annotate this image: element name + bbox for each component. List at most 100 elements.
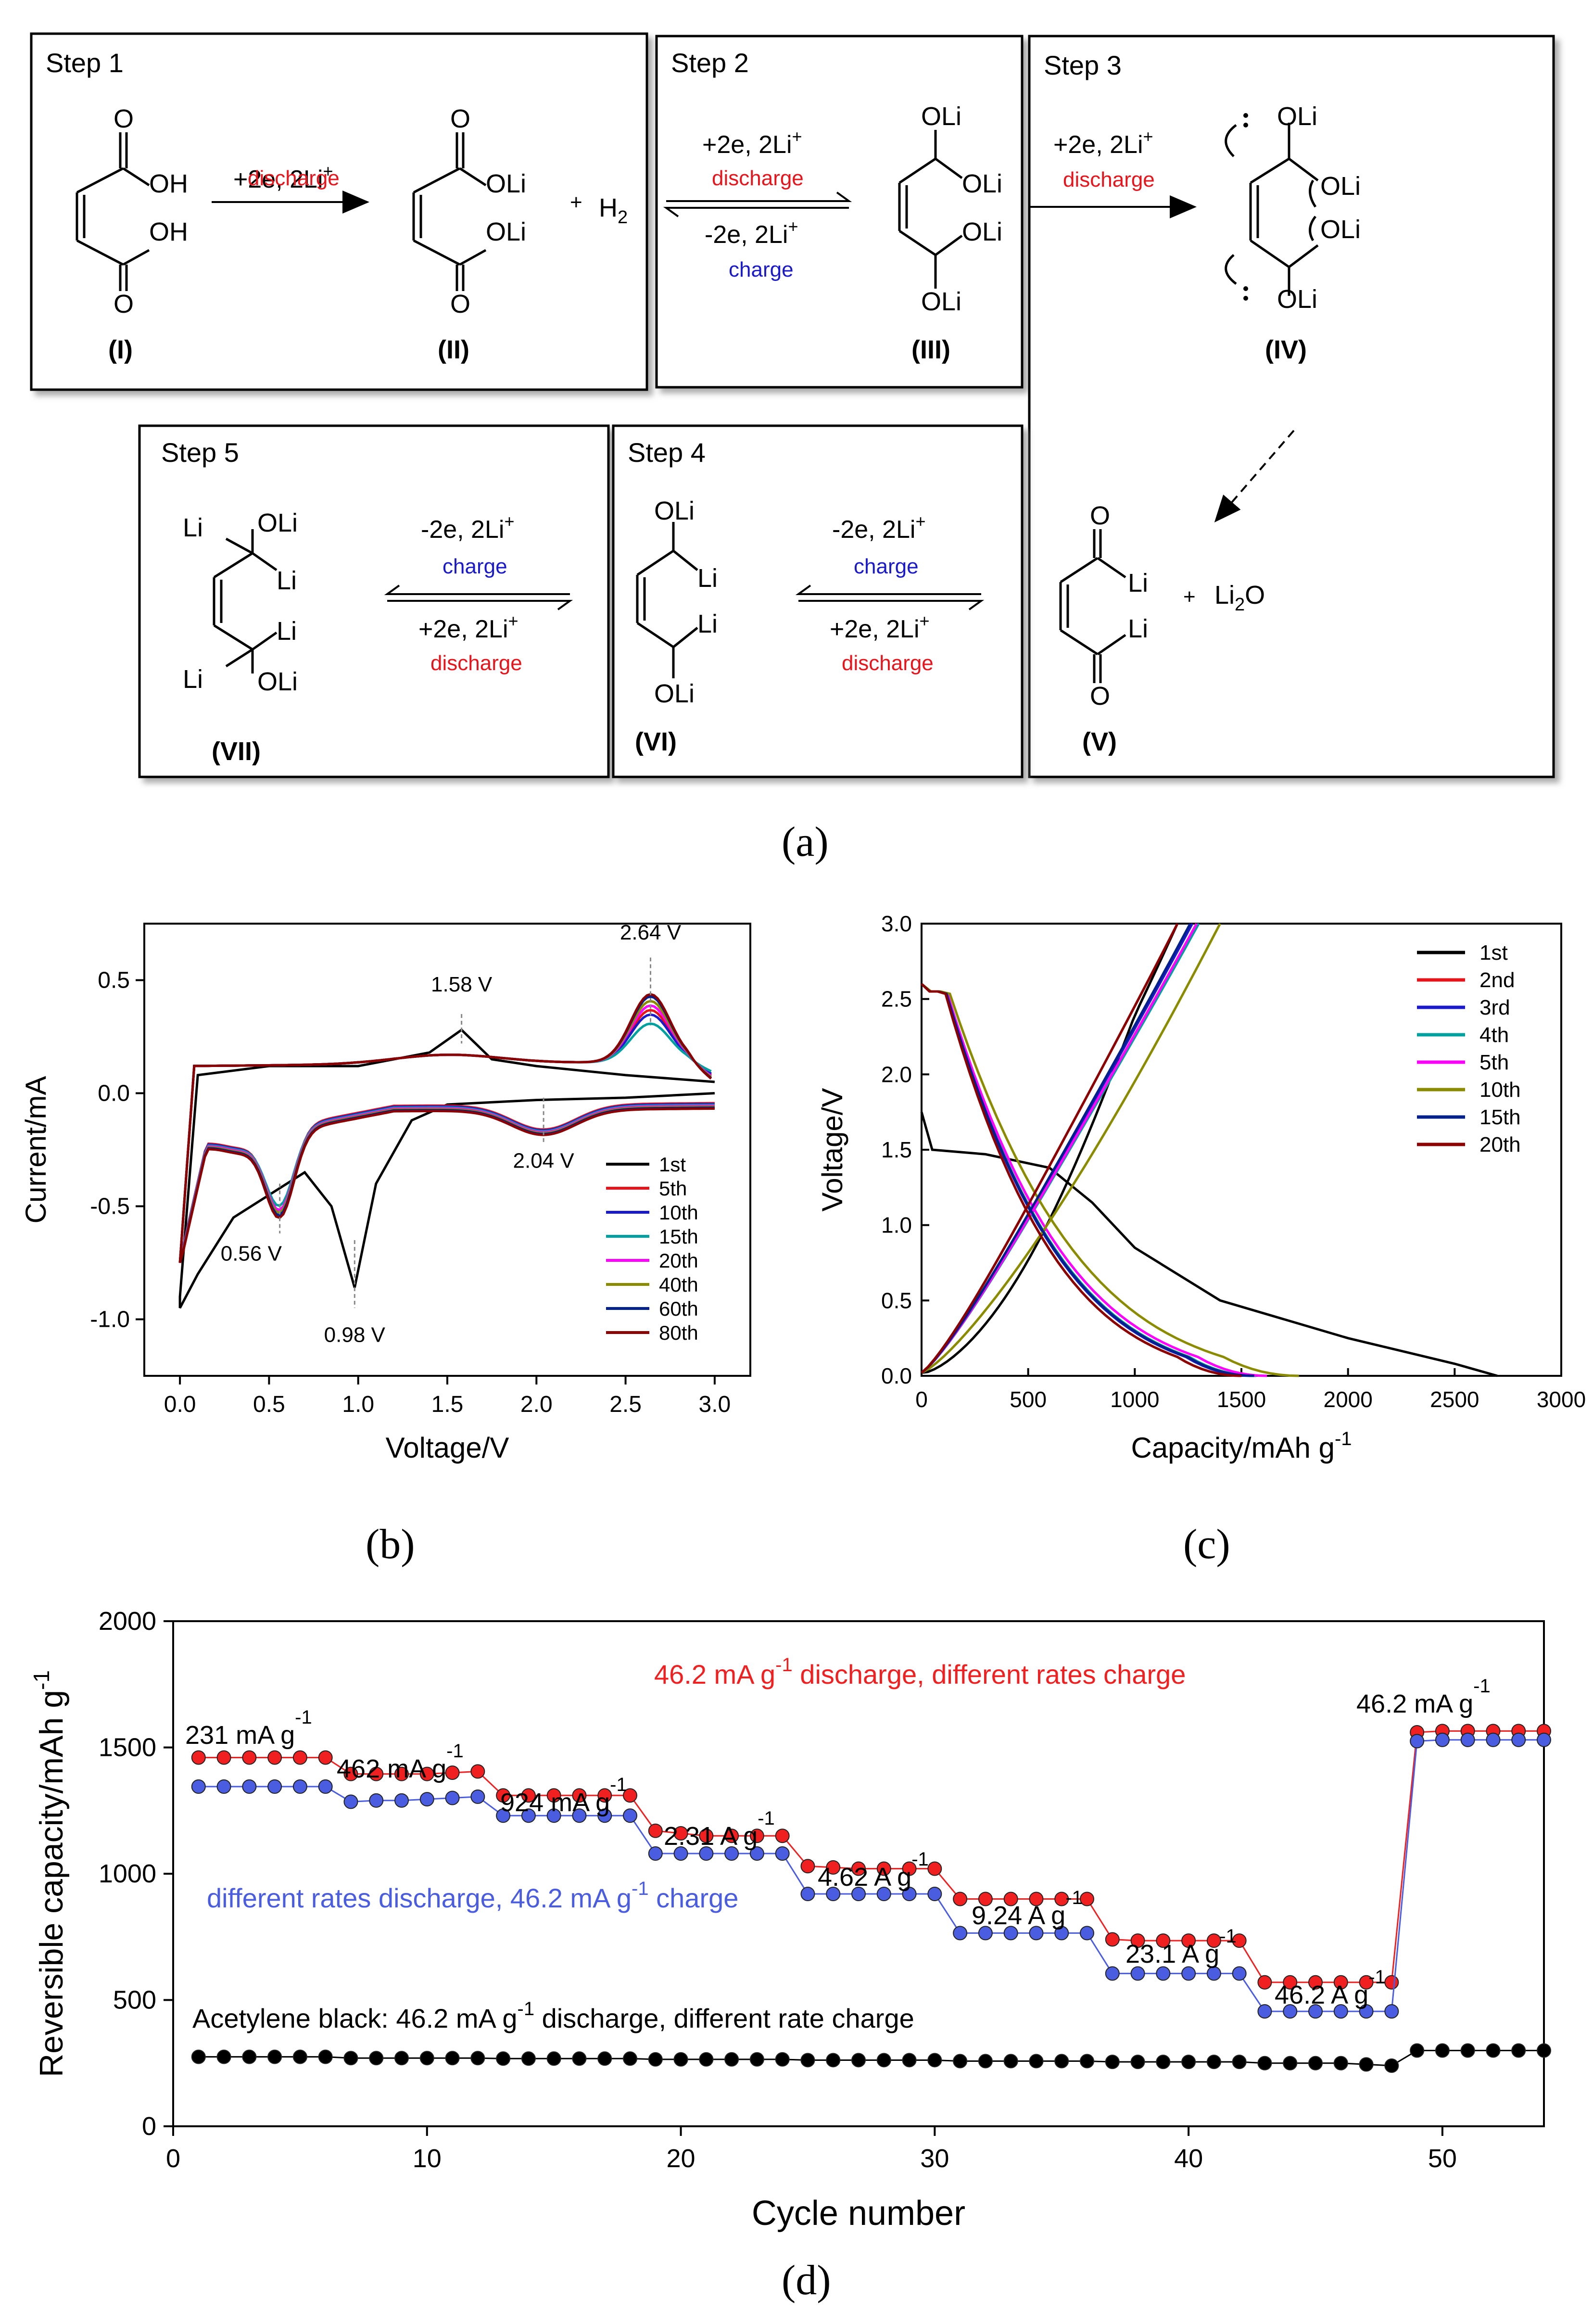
data-point-red	[191, 1750, 206, 1765]
data-point-red	[673, 1826, 688, 1841]
x-tick-label: 3000	[1537, 1387, 1586, 1412]
y-tick-label: -1.0	[90, 1307, 130, 1333]
y-tick-label: 2000	[99, 1607, 156, 1636]
x-tick-label: 1500	[1217, 1387, 1266, 1412]
panel-label-c: (c)	[1183, 1521, 1230, 1568]
atom-OLi: OLi	[654, 496, 695, 525]
data-point-blue	[800, 1887, 815, 1901]
data-point-red	[1308, 1975, 1323, 1990]
x-tick-label: 0.5	[253, 1392, 285, 1417]
data-point-red	[419, 1766, 434, 1781]
data-point-blue	[1384, 2004, 1399, 2019]
discharge-curve-20th	[921, 983, 1242, 1377]
peak-annotation: 0.98 V	[324, 1323, 386, 1347]
cv-curve-1st	[178, 1028, 715, 1309]
data-point-black	[267, 2049, 282, 2064]
atom-OLi: OLi	[962, 169, 1002, 198]
data-point-red	[699, 1829, 714, 1843]
data-point-blue	[1181, 1966, 1196, 1981]
data-point-blue	[826, 1887, 841, 1901]
discharge-curve-3rd	[921, 983, 1252, 1377]
data-point-black	[749, 2052, 764, 2067]
y-tick-label: 1500	[99, 1733, 156, 1762]
reagent-label: -2e, 2Li+	[832, 511, 925, 544]
atom-OH: OH	[149, 217, 188, 246]
legend-label: 20th	[1479, 1133, 1521, 1156]
data-point-black	[1029, 2054, 1044, 2069]
data-point-red	[216, 1750, 231, 1765]
data-point-black	[1257, 2056, 1272, 2070]
data-point-red	[318, 1750, 333, 1765]
data-point-red	[1283, 1975, 1298, 1990]
rate-label: 4.62 A g-1	[818, 1849, 929, 1892]
data-point-black	[1003, 2054, 1018, 2069]
data-point-red	[292, 1750, 307, 1765]
data-point-blue	[724, 1846, 739, 1861]
data-point-black	[1080, 2054, 1094, 2069]
data-point-blue	[673, 1846, 688, 1861]
data-point-black	[369, 2051, 384, 2066]
charge-curve-1st	[921, 923, 1179, 1374]
data-point-red	[800, 1859, 815, 1874]
x-tick-label: 1.0	[342, 1392, 374, 1417]
atom-O: O	[1090, 501, 1110, 530]
discharge-label: discharge	[248, 166, 340, 190]
data-point-black	[1130, 2055, 1145, 2070]
data-point-black	[1308, 2056, 1323, 2070]
molecule-IV	[1225, 123, 1319, 296]
y-tick-label: 2.0	[881, 1062, 912, 1087]
equilibrium-arrow	[795, 584, 985, 610]
data-point-black	[1537, 2043, 1551, 2058]
atom-O: O	[114, 290, 134, 318]
discharge-curve-10th	[921, 983, 1299, 1377]
data-point-red	[343, 1766, 358, 1781]
plus-sign: +	[570, 190, 582, 214]
data-point-blue	[1029, 1926, 1044, 1941]
y-tick-label: 1000	[99, 1859, 156, 1888]
y-tick-label: 0.0	[98, 1081, 130, 1106]
data-point-black	[724, 2052, 739, 2067]
data-point-black	[623, 2051, 637, 2066]
data-point-red	[1181, 1933, 1196, 1948]
charge-curve-10th	[921, 923, 1221, 1374]
data-point-blue	[1435, 1732, 1450, 1747]
molecule-I	[76, 132, 150, 291]
data-point-blue	[623, 1808, 637, 1823]
data-point-red	[724, 1829, 739, 1843]
hydrogen-product: H2	[599, 193, 628, 228]
data-point-blue	[242, 1779, 257, 1794]
data-point-blue	[546, 1808, 561, 1823]
discharge-label: discharge	[430, 651, 522, 675]
rate-label: 924 mA g-1	[500, 1774, 627, 1817]
compound-label-VII: (VII)	[212, 737, 261, 766]
data-point-red	[521, 1788, 536, 1803]
panel-label-a: (a)	[782, 819, 829, 865]
atom-OLi: OLi	[1277, 102, 1317, 131]
legend-label: 1st	[659, 1153, 686, 1176]
data-point-black	[1359, 2057, 1374, 2072]
lithium-oxide-product: Li2O	[1214, 581, 1265, 615]
atom-OLi: OLi	[257, 667, 298, 696]
data-point-black	[927, 2053, 942, 2068]
data-point-black	[546, 2051, 561, 2066]
charge-curve-3rd	[921, 923, 1194, 1374]
data-point-red	[851, 1861, 866, 1876]
atom-Li: Li	[183, 665, 203, 694]
data-point-black	[1460, 2043, 1475, 2058]
x-tick-label: 2.0	[520, 1392, 553, 1417]
legend-label: 15th	[1479, 1105, 1521, 1129]
peak-annotation: 0.56 V	[221, 1242, 282, 1265]
data-point-black	[318, 2049, 333, 2064]
data-point-blue	[978, 1926, 993, 1941]
data-point-red	[242, 1750, 257, 1765]
data-point-blue	[267, 1779, 282, 1794]
data-point-blue	[521, 1808, 536, 1823]
legend-label: 5th	[1479, 1051, 1509, 1074]
data-point-blue	[1080, 1926, 1094, 1941]
x-tick-label: 2500	[1430, 1387, 1479, 1412]
legend-label: 60th	[659, 1297, 698, 1320]
x-tick-label: 50	[1428, 2144, 1457, 2173]
atom-OLi: OLi	[1320, 172, 1361, 201]
data-point-blue	[1054, 1926, 1069, 1941]
